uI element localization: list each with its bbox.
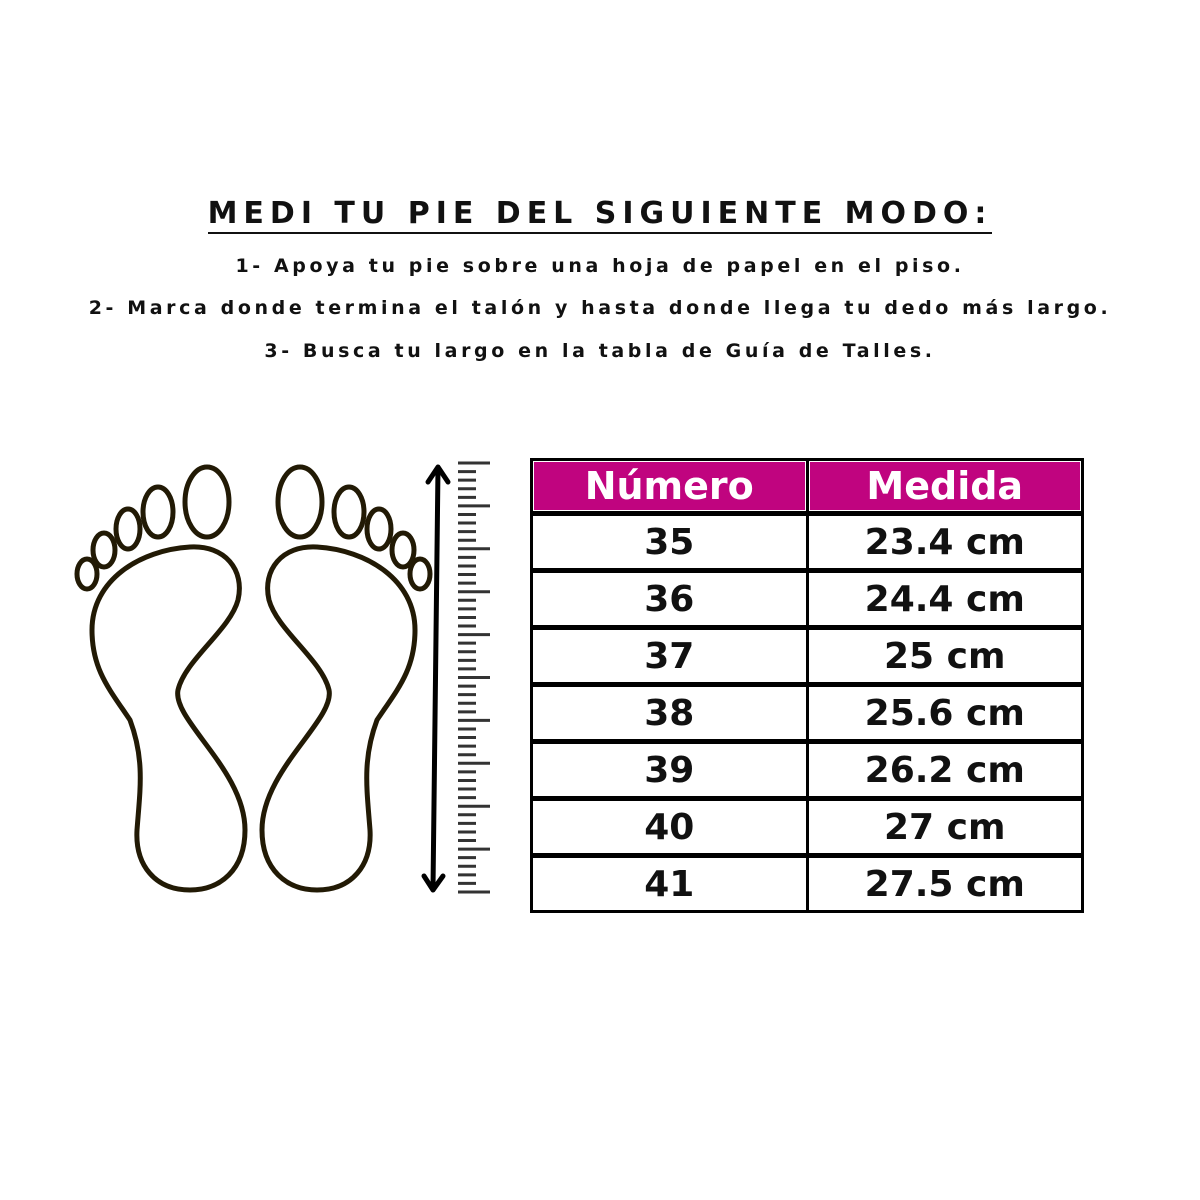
table-row: 38 25.6 cm <box>530 682 1084 743</box>
cell-length: 25 cm <box>805 625 1084 686</box>
cell-size: 36 <box>530 568 809 629</box>
cell-size: 35 <box>530 511 809 572</box>
step-3: 3- Busca tu largo en la tabla de Guía de… <box>264 340 936 362</box>
header-medida: Medida <box>805 458 1084 515</box>
cell-size: 41 <box>530 853 809 913</box>
cell-size: 38 <box>530 682 809 743</box>
cell-size: 39 <box>530 739 809 800</box>
header-numero: Número <box>530 458 809 515</box>
cell-length: 23.4 cm <box>805 511 1084 572</box>
cell-length: 24.4 cm <box>805 568 1084 629</box>
step-2: 2- Marca donde termina el talón y hasta … <box>88 297 1112 319</box>
feet-illustration <box>0 461 490 894</box>
cell-length: 26.2 cm <box>805 739 1084 800</box>
cell-length: 25.6 cm <box>805 682 1084 743</box>
page-title: MEDI TU PIE DEL SIGUIENTE MODO: <box>0 196 1200 234</box>
cell-length: 27.5 cm <box>805 853 1084 913</box>
table-row: 39 26.2 cm <box>530 739 1084 800</box>
double-arrow-icon <box>421 464 451 893</box>
table-row: 40 27 cm <box>530 796 1084 857</box>
table-row: 37 25 cm <box>530 625 1084 686</box>
cell-size: 37 <box>530 625 809 686</box>
table-row: 41 27.5 cm <box>530 853 1084 913</box>
ruler-icon <box>458 461 490 894</box>
table-row: 36 24.4 cm <box>530 568 1084 629</box>
right-foot-icon <box>262 467 430 890</box>
table-row: 35 23.4 cm <box>530 511 1084 572</box>
cell-size: 40 <box>530 796 809 857</box>
cell-length: 27 cm <box>805 796 1084 857</box>
step-1: 1- Apoya tu pie sobre una hoja de papel … <box>235 255 965 277</box>
left-foot-icon <box>77 467 245 890</box>
table-header-row: Número Medida <box>530 458 1084 515</box>
size-table: Número Medida 35 23.4 cm 36 24.4 cm 37 25 cm 3… <box>530 458 1084 913</box>
